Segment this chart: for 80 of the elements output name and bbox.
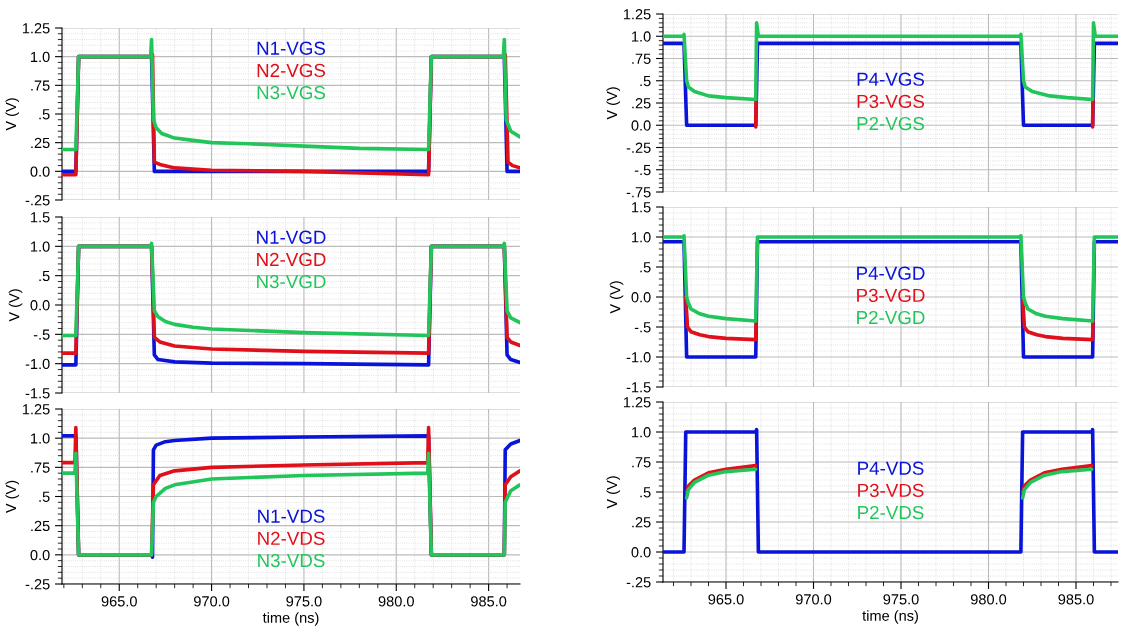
text: N1-VGD: [257, 230, 326, 244]
y-tick-label: 1.5: [632, 202, 651, 213]
y-tick-label: -1.0: [25, 358, 50, 370]
y-tick-label: 1.0: [31, 433, 50, 444]
y-tick-label: .5: [640, 76, 651, 87]
text: P2-VDS: [858, 505, 924, 520]
y-axis-title: V (V): [606, 476, 621, 509]
y-tick-label: 1.25: [22, 404, 50, 415]
text: P3-VDS: [858, 483, 924, 498]
text: N2-VGS: [257, 63, 326, 78]
y-tick-label: 1.25: [623, 397, 651, 408]
x-axis-title: time (ns): [262, 612, 319, 626]
y-tick-label: -.25: [25, 195, 50, 206]
y-tick-label: -.25: [626, 577, 651, 588]
x-tick-label: 970.0: [795, 594, 832, 605]
x-tick-label: 965.0: [708, 594, 744, 605]
series-label: P4-VGD: [857, 266, 925, 280]
y-tick-label: .5: [640, 487, 651, 498]
y-tick-label: 1.0: [31, 51, 50, 63]
y-tick-label: .25: [31, 137, 50, 149]
y-tick-label: .25: [632, 517, 651, 528]
y-axis-title: V (V): [609, 281, 624, 314]
text: P4-VDS: [858, 461, 924, 475]
x-tick-label: 975.0: [883, 594, 919, 605]
y-tick-label: .5: [39, 109, 50, 120]
text: N2-VDS: [258, 531, 325, 545]
y-tick-label: -.25: [25, 579, 50, 590]
text: P3-VGS: [857, 94, 925, 109]
y-axis-title: V (V): [606, 87, 621, 120]
y-tick-label: 0.0: [30, 300, 50, 311]
text: N3-VGS: [257, 85, 326, 100]
x-tick-label: 985.0: [1058, 594, 1094, 605]
y-tick-label: .75: [31, 80, 50, 91]
y-tick-label: .75: [31, 462, 50, 473]
y-tick-label: -.25: [626, 142, 651, 153]
y-tick-label: .5: [640, 262, 651, 273]
y-axis-title: V (V): [8, 289, 23, 322]
y-tick-label: 0.0: [30, 549, 50, 561]
y-tick-label: 1.0: [632, 31, 651, 42]
y-tick-label: -1.5: [25, 388, 50, 399]
y-tick-label: .25: [632, 98, 651, 109]
text: P2-VGD: [857, 310, 925, 325]
y-tick-label: -.75: [626, 187, 651, 198]
text: N1-VGS: [257, 41, 326, 55]
series-label: P4-VGS: [857, 72, 925, 86]
y-tick-label: .25: [31, 520, 50, 532]
y-tick-label: 1.5: [31, 212, 50, 223]
y-tick-label: .5: [39, 491, 50, 502]
text: N2-VGD: [257, 252, 326, 267]
y-tick-label: 1.0: [632, 232, 651, 243]
y-axis-title: V (V): [5, 480, 20, 514]
y-tick-label: -.5: [33, 329, 50, 340]
text: P2-VGS: [857, 116, 925, 131]
x-tick-label: 980.0: [378, 596, 414, 607]
text: N3-VDS: [258, 553, 325, 568]
y-tick-label: 1.0: [31, 241, 50, 252]
y-tick-label: 1.25: [22, 23, 50, 34]
x-tick-label: 965.0: [101, 596, 137, 607]
y-tick-label: -.5: [634, 165, 651, 176]
y-tick-label: -1.0: [626, 352, 651, 363]
x-axis-title: time (ns): [862, 610, 918, 624]
y-tick-label: 1.25: [623, 9, 651, 20]
y-tick-label: 0.0: [631, 547, 651, 558]
text: P3-VGD: [857, 288, 925, 303]
y-axis-title: V (V): [5, 98, 20, 131]
x-tick-label: 975.0: [286, 596, 322, 607]
text: N1-VDS: [258, 509, 325, 523]
y-tick-label: 0.0: [631, 120, 651, 131]
y-tick-label: .5: [39, 270, 50, 282]
y-tick-label: .75: [632, 457, 651, 468]
y-tick-label: 0.0: [631, 292, 651, 303]
x-tick-label: 980.0: [970, 594, 1007, 605]
y-tick-label: 0.0: [30, 166, 50, 177]
y-tick-label: 1.0: [632, 427, 651, 438]
text: N3-VGD: [257, 274, 326, 289]
y-tick-label: -1.5: [626, 382, 651, 393]
x-tick-label: 970.0: [194, 596, 230, 607]
y-tick-label: .75: [632, 53, 651, 64]
y-tick-label: -.5: [634, 322, 651, 333]
x-tick-label: 985.0: [471, 596, 507, 607]
